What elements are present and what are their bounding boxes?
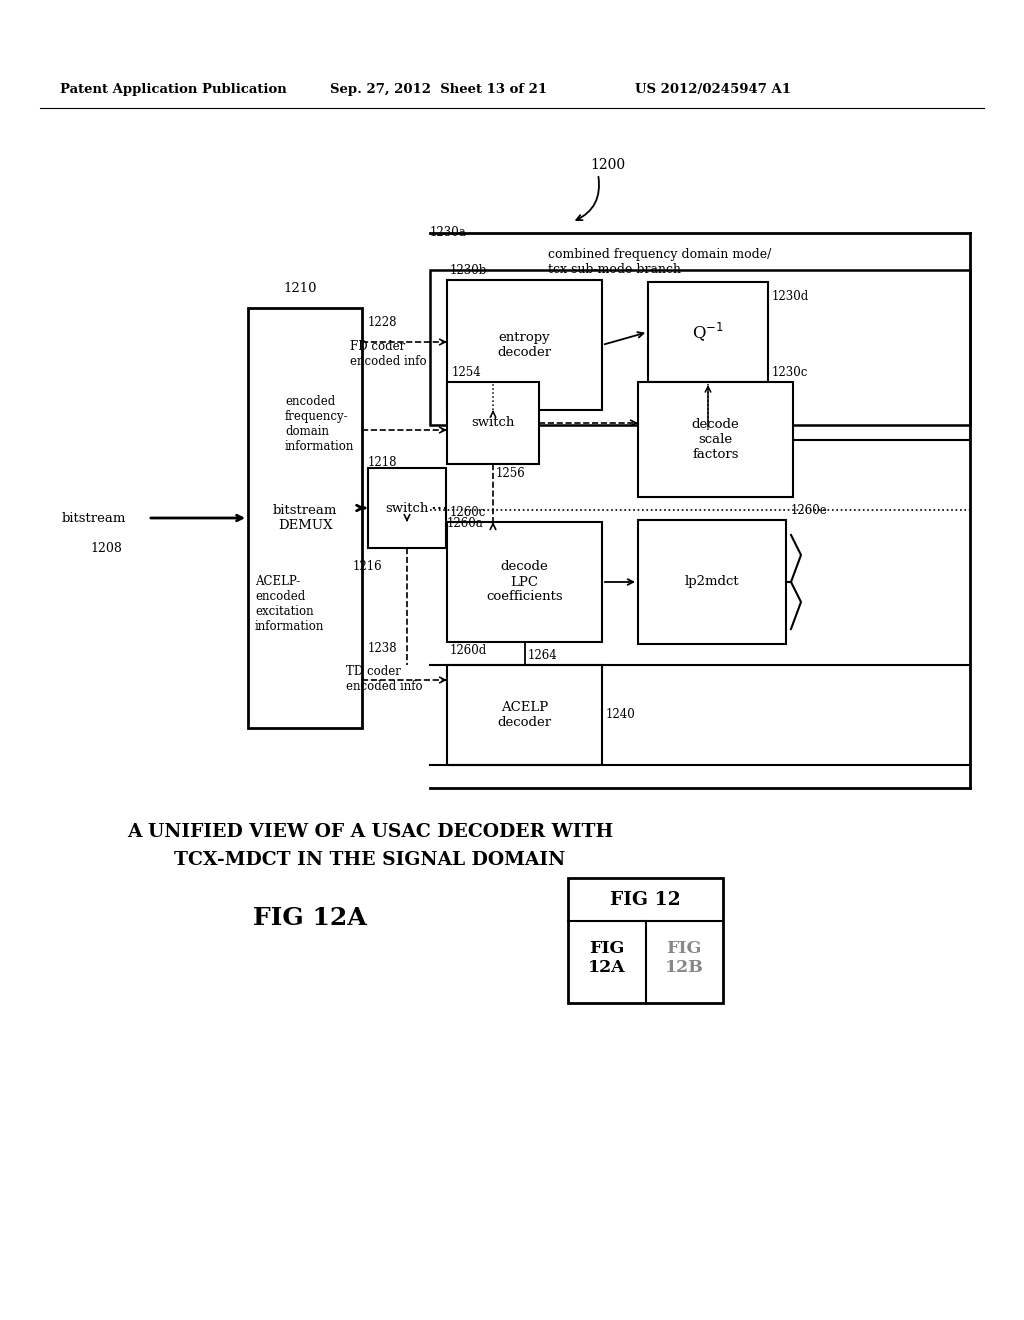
Text: lp2mdct: lp2mdct (685, 576, 739, 589)
Text: 1230a: 1230a (430, 227, 467, 239)
Bar (248, 308, 362, 729)
Text: bitstream: bitstream (62, 511, 126, 524)
Text: encoded
frequency-
domain
information: encoded frequency- domain information (285, 395, 354, 453)
Bar (648, 282, 768, 381)
Text: 1254: 1254 (452, 366, 481, 379)
Text: 1240: 1240 (606, 709, 636, 722)
Bar (447, 381, 539, 465)
Text: TD coder
encoded info: TD coder encoded info (346, 665, 423, 693)
Text: FIG 12: FIG 12 (610, 891, 681, 909)
Text: 1230c: 1230c (772, 366, 808, 379)
Text: 1208: 1208 (90, 541, 122, 554)
Text: Patent Application Publication: Patent Application Publication (60, 83, 287, 96)
Text: 1210: 1210 (283, 281, 316, 294)
Text: 1200: 1200 (590, 158, 625, 172)
Text: FIG
12B: FIG 12B (665, 940, 703, 977)
Text: Q$^{-1}$: Q$^{-1}$ (692, 321, 724, 343)
Bar (638, 381, 793, 498)
Text: 1230d: 1230d (772, 290, 809, 304)
Text: TCX-MDCT IN THE SIGNAL DOMAIN: TCX-MDCT IN THE SIGNAL DOMAIN (174, 851, 565, 869)
Text: FD coder
encoded info: FD coder encoded info (350, 341, 427, 368)
Text: 1228: 1228 (368, 315, 397, 329)
Text: US 2012/0245947 A1: US 2012/0245947 A1 (635, 83, 791, 96)
Bar (368, 469, 446, 548)
Text: decode
scale
factors: decode scale factors (691, 418, 739, 461)
Text: 1256: 1256 (496, 467, 525, 480)
Text: 1216: 1216 (353, 560, 383, 573)
Text: Sep. 27, 2012  Sheet 13 of 21: Sep. 27, 2012 Sheet 13 of 21 (330, 83, 547, 96)
Text: 1260e: 1260e (791, 504, 827, 517)
Text: ACELP-
encoded
excitation
information: ACELP- encoded excitation information (255, 576, 325, 634)
Text: combined frequency domain mode/
tcx sub-mode branch: combined frequency domain mode/ tcx sub-… (548, 248, 771, 276)
Text: FIG
12A: FIG 12A (588, 940, 626, 977)
Bar (447, 665, 602, 766)
Text: entropy
decoder: entropy decoder (498, 331, 552, 359)
Bar (447, 280, 602, 411)
Text: 1260a: 1260a (447, 517, 483, 531)
Bar (447, 521, 602, 642)
Text: 1260d: 1260d (450, 644, 487, 657)
Text: bitstream
DEMUX: bitstream DEMUX (272, 504, 337, 532)
Text: 1230b: 1230b (450, 264, 487, 277)
Bar (568, 878, 723, 1003)
Text: ACELP
decoder: ACELP decoder (498, 701, 552, 729)
Text: A UNIFIED VIEW OF A USAC DECODER WITH: A UNIFIED VIEW OF A USAC DECODER WITH (127, 822, 613, 841)
Text: FIG 12A: FIG 12A (253, 906, 367, 931)
Bar (430, 271, 970, 425)
Bar (638, 520, 786, 644)
Text: switch: switch (385, 502, 429, 515)
Text: 1264: 1264 (527, 649, 557, 663)
Text: 1238: 1238 (368, 642, 397, 655)
Text: 1260c: 1260c (450, 506, 486, 519)
Text: switch: switch (471, 417, 515, 429)
Text: decode
LPC
coefficients: decode LPC coefficients (486, 561, 563, 603)
Text: 1218: 1218 (368, 455, 397, 469)
